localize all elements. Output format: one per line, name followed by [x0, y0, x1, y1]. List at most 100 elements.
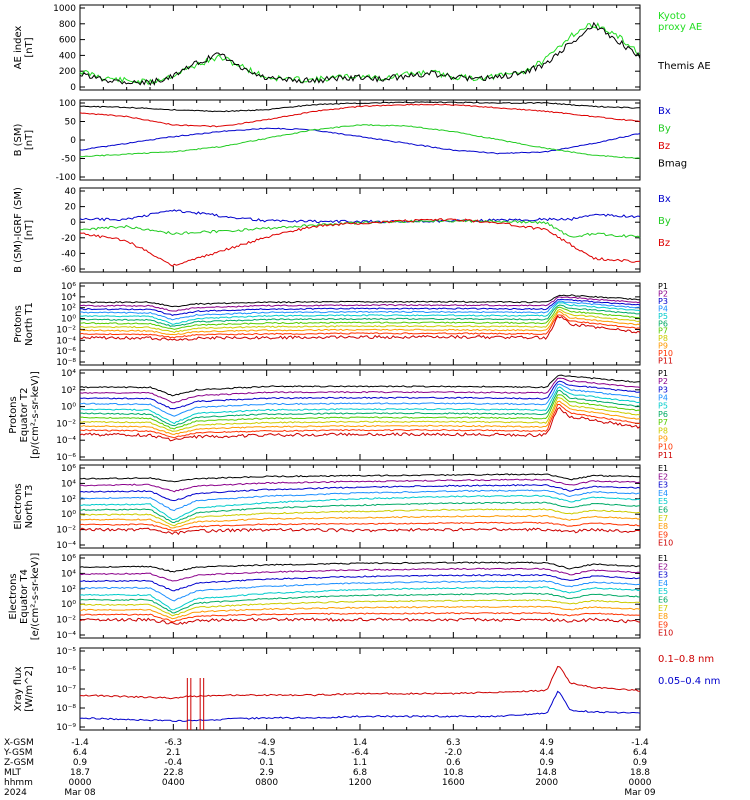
footer-value: 18.8	[630, 768, 650, 778]
footer-value: 4.9	[540, 738, 555, 748]
y-tick-label: 40	[65, 187, 77, 197]
footer-value: 14.8	[537, 768, 557, 778]
series-line-channel-9	[79, 400, 641, 435]
footer-ephemeris: X-GSM -1.4 -6.3 -4.9 1.4 6.3 4.9 -1.4 Y-GSM 6.4 2.…	[3, 738, 656, 798]
series-line-channel-10	[79, 617, 641, 625]
legend-entry: P1	[658, 282, 668, 291]
y-tick-label: 10⁶	[61, 282, 76, 292]
y-tick-label: 10²	[61, 386, 76, 396]
y-tick-label: 10²	[61, 304, 76, 314]
legend-entry: Bz	[658, 141, 670, 152]
legend-entry: P9	[658, 434, 668, 443]
footer-value: -4.9	[258, 738, 276, 748]
y-tick-label: 10⁴	[61, 369, 76, 379]
footer-value: 1.4	[353, 738, 368, 748]
panel-frame	[79, 187, 641, 273]
legend-entry: E4	[658, 489, 668, 498]
y-axis-title: B (SM)	[13, 123, 24, 156]
y-tick-label: 0	[70, 83, 76, 93]
y-axis-title: Protons	[8, 396, 19, 433]
series-line-xray-2	[79, 690, 641, 723]
y-tick-label: 10²	[61, 585, 76, 595]
legend-entry: E2	[658, 472, 668, 481]
legend-entry: E9	[658, 620, 668, 629]
footer-value: 2.1	[166, 748, 180, 758]
series-line-channel-5	[79, 494, 641, 521]
footer-value: -1.4	[71, 738, 89, 748]
footer-value: -6.4	[351, 748, 369, 758]
legend-entry: P10	[658, 349, 673, 358]
footer-value: 1.1	[353, 758, 367, 768]
footer-row-label: X-GSM	[4, 738, 34, 748]
y-tick-label: 20	[65, 203, 77, 213]
y-tick-label: 400	[59, 51, 76, 61]
legend-entry: P3	[658, 385, 668, 394]
legend-entry: E6	[658, 596, 668, 605]
y-tick-label: 10⁻⁸	[56, 704, 76, 714]
series-line-channel-6	[79, 389, 641, 427]
series-xray	[79, 665, 641, 730]
y-tick-label: 50	[65, 118, 77, 128]
footer-value: 1200	[349, 778, 372, 788]
y-tick-label: 10⁴	[61, 569, 76, 579]
footer-value: 0400	[162, 778, 185, 788]
series-line-channel-4	[79, 580, 641, 602]
panel-8: 10⁻⁵ 10⁻⁶ 10⁻⁷ 10⁻⁸ 10⁻⁹ Xray flux [W/m^2] 0.1–…	[13, 647, 720, 733]
series-line-channel-4	[79, 300, 640, 321]
legend-entry: P4	[658, 394, 668, 403]
y-tick-label: 10⁻²	[56, 325, 76, 335]
series-line-bx	[79, 209, 641, 224]
y-tick-label: 10⁻²	[56, 419, 76, 429]
y-tick-label: 800	[59, 20, 76, 30]
y-axis-title: Electrons	[8, 573, 19, 619]
footer-value: Mar 08	[64, 788, 96, 798]
footer-value: 0000	[629, 778, 652, 788]
series-line-channel-3	[79, 380, 641, 410]
y-axis-title: [e/(cm²-s-sr-keV)]	[30, 553, 41, 641]
footer-row-label: 2024	[4, 788, 27, 798]
series-line-channel-10	[79, 314, 641, 339]
y-tick-label: 10⁻⁴	[56, 336, 76, 346]
footer-value: -2.0	[445, 748, 463, 758]
legend-entry: Bz	[658, 238, 670, 249]
legend-entry: P9	[658, 342, 668, 351]
legend-entry: E8	[658, 522, 668, 531]
legend-entry: E2	[658, 562, 668, 571]
y-tick-label: 10⁴	[61, 293, 76, 303]
legend-entry: E9	[658, 530, 668, 539]
footer-value: -0.4	[165, 758, 183, 768]
series-line-channel-2	[79, 567, 641, 582]
series-line-channel-6	[79, 304, 641, 327]
y-tick-label: 10⁰	[61, 403, 76, 413]
panel-2: 100 50 0 -50 -100 B (SM) [nT] Bx By Bz Bmag	[13, 99, 687, 183]
series-line-bmag	[80, 101, 640, 113]
series-line-channel-5	[79, 386, 641, 425]
y-tick-label: -50	[61, 155, 76, 165]
series-line-channel-11	[79, 315, 641, 341]
series-bfield-1	[79, 101, 641, 159]
series-ae	[79, 21, 641, 86]
y-tick-label: 10⁶	[61, 554, 76, 564]
series-line-channel-8	[79, 308, 641, 334]
legend-entry: Bmag	[658, 159, 687, 170]
legend-entry: E3	[658, 481, 668, 490]
legend-entry: P7	[658, 327, 668, 336]
legend-entry: E4	[658, 579, 668, 588]
y-tick-label: 200	[59, 67, 76, 77]
y-axis-title: [W/m^2]	[24, 666, 35, 712]
footer-value: 6.4	[73, 748, 88, 758]
legend-entry: E6	[658, 506, 668, 515]
footer-value: 18.7	[70, 768, 90, 778]
y-tick-label: -40	[61, 249, 76, 259]
footer-value: 0.6	[446, 758, 461, 768]
legend-entry: E7	[658, 604, 668, 613]
footer-value: 22.8	[163, 768, 183, 778]
series-line-by	[79, 219, 641, 239]
legend-entry: P8	[658, 334, 668, 343]
series-line-channel-8	[80, 605, 641, 620]
series-line-channel-1	[79, 561, 640, 573]
y-axis-title: Protons	[13, 305, 24, 342]
y-tick-label: 10⁶	[61, 464, 76, 474]
footer-value: 4.4	[540, 748, 555, 758]
